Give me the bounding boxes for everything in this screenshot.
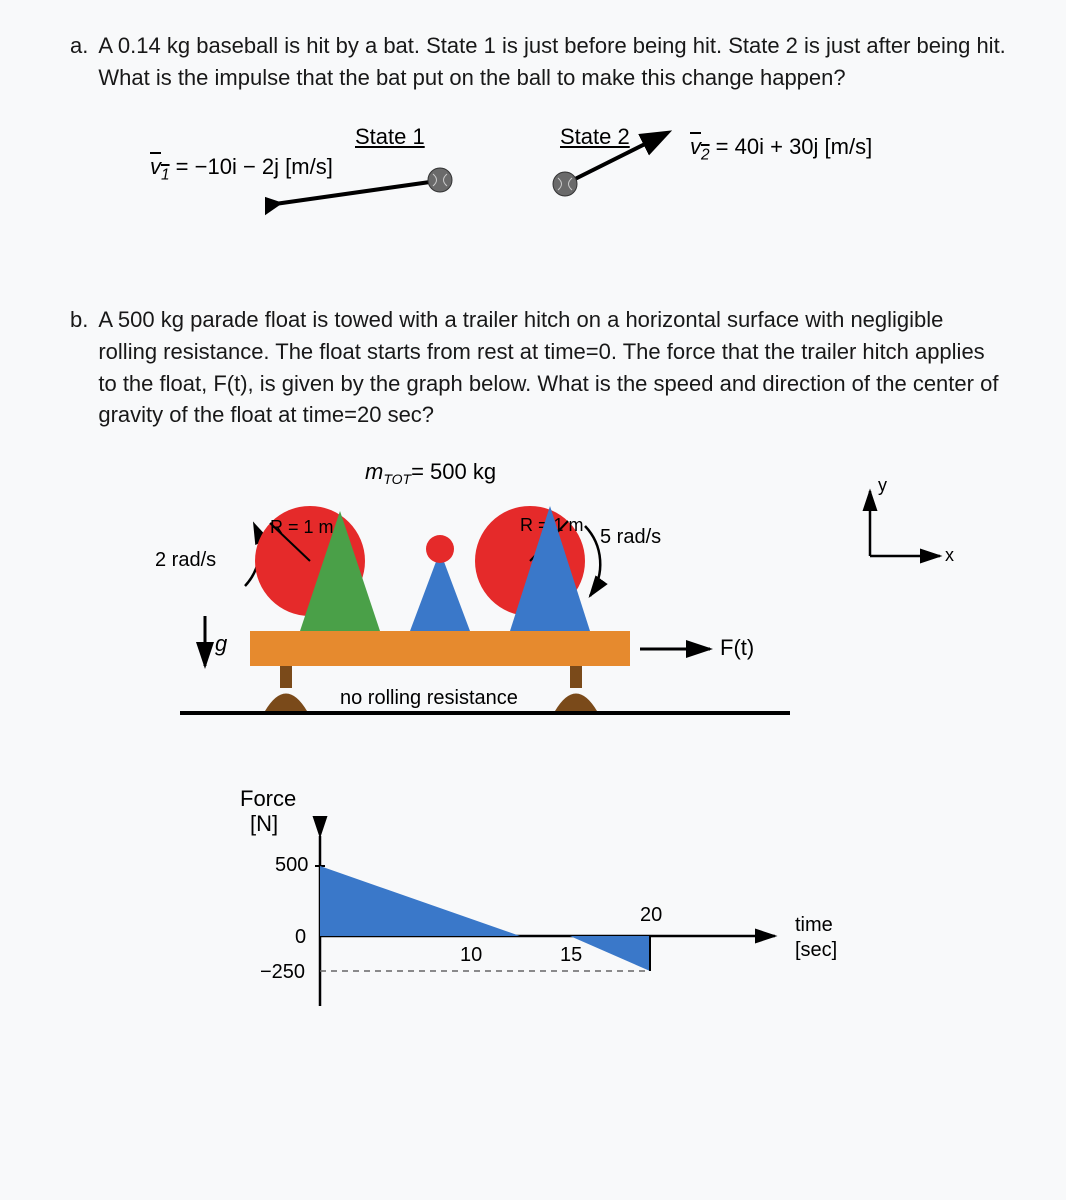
problem-b-body: A 500 kg parade float is towed with a tr…	[98, 304, 1006, 432]
svg-text:F(t): F(t)	[720, 635, 754, 660]
state2-ball-icon	[550, 124, 730, 204]
figure-b-graph: Force [N] 500 0 −250	[220, 781, 1006, 1031]
state1-label: State 1	[355, 124, 425, 150]
svg-text:y: y	[878, 475, 887, 495]
svg-text:no rolling resistance: no rolling resistance	[340, 687, 518, 709]
problem-b-text: b. A 500 kg parade float is towed with a…	[70, 304, 1006, 432]
svg-text:20: 20	[640, 904, 662, 926]
svg-text:x: x	[945, 545, 954, 565]
state1-ball-icon	[265, 164, 465, 224]
axes-icon: y x	[870, 475, 954, 565]
svg-text:5 rad/s: 5 rad/s	[600, 526, 661, 548]
svg-text:R = 1 m: R = 1 m	[270, 517, 334, 537]
svg-text:15: 15	[560, 944, 582, 966]
svg-text:Force: Force	[240, 786, 296, 811]
problem-b-letter: b.	[70, 304, 88, 336]
caster-left-icon	[265, 666, 307, 711]
problem-a-letter: a.	[70, 30, 88, 62]
svg-text:[sec]: [sec]	[795, 939, 837, 961]
problem-b: b. A 500 kg parade float is towed with a…	[70, 304, 1006, 1032]
svg-text:[N]: [N]	[250, 811, 278, 836]
svg-text:−250: −250	[260, 961, 305, 983]
problem-a-text: a. A 0.14 kg baseball is hit by a bat. S…	[70, 30, 1006, 94]
problem-a-body: A 0.14 kg baseball is hit by a bat. Stat…	[98, 30, 1006, 94]
svg-text:time: time	[795, 914, 833, 936]
svg-text:mTOT= 500 kg: mTOT= 500 kg	[365, 459, 496, 487]
figure-b-float: g 2 rad/s R = 1 m R = 1 m	[150, 451, 1006, 771]
svg-text:10: 10	[460, 944, 482, 966]
figure-a: State 1 State 2 v1 = −10i − 2j [m/s] v2 …	[110, 124, 1006, 254]
svg-text:2 rad/s: 2 rad/s	[155, 549, 216, 571]
float-diagram-icon: g 2 rad/s R = 1 m R = 1 m	[150, 451, 1000, 761]
svg-text:g: g	[215, 631, 228, 656]
force-graph-icon: Force [N] 500 0 −250	[220, 781, 920, 1021]
svg-text:500: 500	[275, 854, 308, 876]
svg-text:0: 0	[295, 926, 306, 948]
problem-a: a. A 0.14 kg baseball is hit by a bat. S…	[70, 30, 1006, 254]
caster-right-icon	[555, 666, 597, 711]
